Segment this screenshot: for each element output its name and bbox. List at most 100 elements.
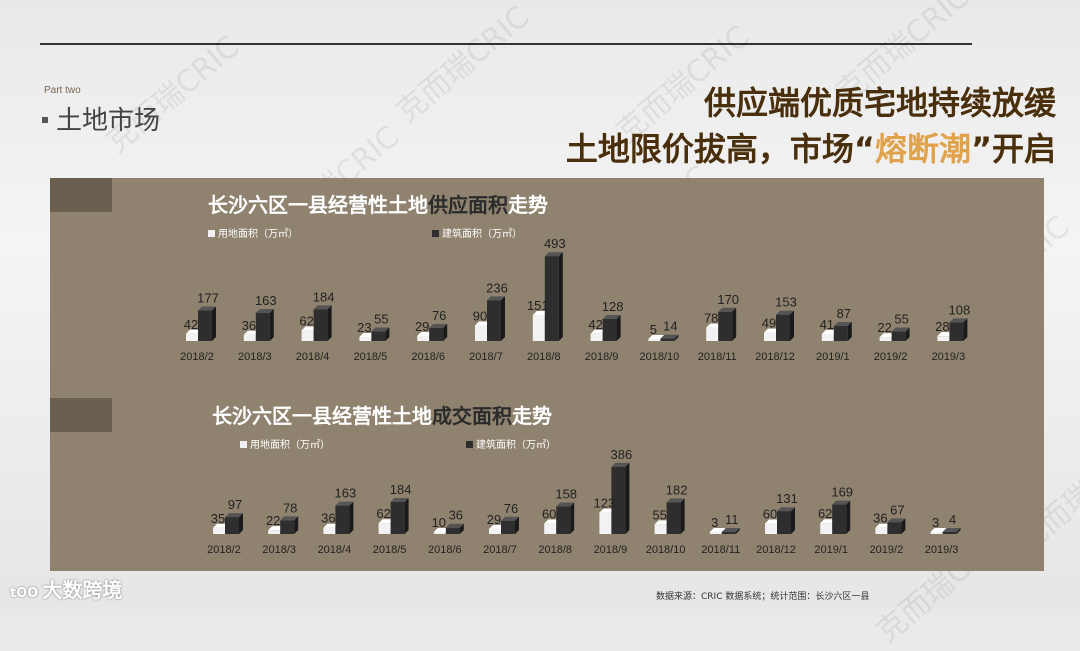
- land-bar: [268, 530, 281, 534]
- chart-tab-2: [50, 398, 112, 432]
- chart-1-title-a: 长沙六区一县经营性土地: [208, 193, 428, 217]
- building-bar: [721, 532, 736, 534]
- category-tick-label: 2019/2: [874, 351, 908, 363]
- land-value-label: 36: [873, 511, 887, 526]
- building-bar: [833, 326, 848, 341]
- land-value-label: 35: [211, 511, 225, 526]
- building-bar-top: [718, 307, 737, 312]
- building-bar-side: [956, 528, 961, 534]
- category-tick-label: 2019/3: [932, 351, 966, 363]
- building-bar-top: [198, 306, 216, 311]
- land-bar: [433, 532, 446, 534]
- land-value-label: 22: [877, 320, 891, 335]
- building-bar: [660, 338, 675, 341]
- land-bar: [709, 532, 722, 534]
- category-tick-label: 2018/5: [373, 544, 407, 556]
- building-bar-side: [901, 518, 906, 534]
- building-bar: [556, 506, 571, 534]
- land-value-label: 62: [299, 313, 313, 328]
- building-bar: [544, 256, 559, 341]
- building-bar: [832, 504, 847, 534]
- legend-building-label: 建筑面积（万㎡）: [442, 229, 522, 240]
- land-value-label: 123: [594, 496, 616, 511]
- building-bar-side: [459, 523, 464, 534]
- building-bar-side: [327, 305, 332, 341]
- land-value-label: 10: [432, 515, 446, 530]
- building-value-label: 76: [504, 501, 518, 516]
- building-bar-side: [515, 516, 519, 534]
- chart-1-legend-land: 用地面积（万㎡）: [208, 225, 298, 240]
- building-value-label: 493: [544, 236, 566, 251]
- land-bar-top: [709, 528, 726, 532]
- building-value-label: 55: [374, 312, 388, 327]
- land-value-label: 78: [704, 311, 718, 326]
- headline-line-2: 土地限价拔高，市场“熔断潮”开启: [566, 124, 1056, 170]
- chart-tab-1: [50, 178, 112, 212]
- land-value-label: 60: [763, 507, 777, 522]
- brand-logo-icon: tOO: [10, 586, 39, 601]
- building-value-label: 184: [313, 289, 335, 304]
- chart-1-title-em: 供应面积: [428, 193, 508, 217]
- building-bar-top: [776, 310, 794, 315]
- building-value-label: 108: [949, 302, 971, 317]
- legend-building-label: 建筑面积（万㎡）: [476, 440, 556, 451]
- building-bar: [390, 501, 405, 534]
- land-bar-top: [648, 335, 665, 339]
- building-value-label: 128: [602, 299, 624, 314]
- building-bar-side: [674, 334, 679, 341]
- land-bar: [706, 327, 719, 341]
- category-tick-label: 2018/10: [640, 351, 680, 363]
- building-value-label: 177: [197, 291, 219, 306]
- building-bar-side: [963, 318, 968, 341]
- brand-watermark: tOO 大数跨境: [10, 574, 122, 603]
- building-bar-side: [239, 513, 243, 534]
- land-value-label: 23: [357, 320, 371, 335]
- building-bar-side: [570, 502, 575, 534]
- building-bar: [445, 527, 460, 534]
- chart-1-title: 长沙六区一县经营性土地供应面积走势: [208, 189, 548, 218]
- building-value-label: 169: [831, 485, 853, 500]
- legend-swatch-land: [240, 441, 247, 448]
- building-bar-top: [660, 334, 679, 339]
- building-value-label: 184: [390, 482, 412, 497]
- category-tick-label: 2018/12: [755, 351, 795, 363]
- category-tick-label: 2018/8: [538, 544, 572, 556]
- building-bar: [666, 502, 681, 534]
- building-bar-side: [294, 516, 299, 534]
- building-bar: [891, 331, 906, 341]
- building-value-label: 67: [890, 502, 904, 517]
- building-value-label: 153: [775, 295, 797, 310]
- chart-1-legend-building: 建筑面积（万㎡）: [432, 225, 522, 240]
- category-tick-label: 2018/5: [354, 351, 388, 363]
- land-bar: [532, 315, 545, 341]
- land-value-label: 151: [527, 298, 549, 313]
- building-bar-top: [371, 327, 390, 332]
- building-value-label: 97: [228, 497, 242, 512]
- category-tick-label: 2018/3: [262, 544, 296, 556]
- chart-2-title-em: 成交面积: [432, 404, 512, 428]
- land-bar: [243, 334, 256, 341]
- building-bar-top: [833, 322, 852, 327]
- building-bar: [501, 520, 515, 534]
- land-bar-top: [930, 528, 947, 532]
- building-value-label: 236: [486, 280, 508, 295]
- building-bar-top: [225, 513, 243, 518]
- building-bar-top: [942, 528, 961, 532]
- building-value-label: 36: [449, 508, 463, 523]
- land-bar: [648, 339, 661, 341]
- building-bar-top: [501, 516, 519, 521]
- land-value-label: 60: [542, 507, 556, 522]
- building-bar: [280, 520, 295, 534]
- section-title: 土地市场: [42, 100, 160, 137]
- land-value-label: 42: [184, 317, 198, 332]
- building-bar-side: [846, 500, 851, 534]
- category-tick-label: 2018/7: [483, 544, 517, 556]
- land-value-label: 62: [376, 506, 390, 521]
- building-bar-top: [602, 314, 621, 319]
- building-bar: [776, 314, 790, 341]
- building-bar-side: [404, 497, 409, 534]
- building-bar: [313, 309, 328, 341]
- headline-line-1: 供应端优质宅地持续放缓: [703, 84, 1056, 122]
- building-bar-top: [544, 252, 563, 257]
- building-bar-top: [429, 323, 448, 328]
